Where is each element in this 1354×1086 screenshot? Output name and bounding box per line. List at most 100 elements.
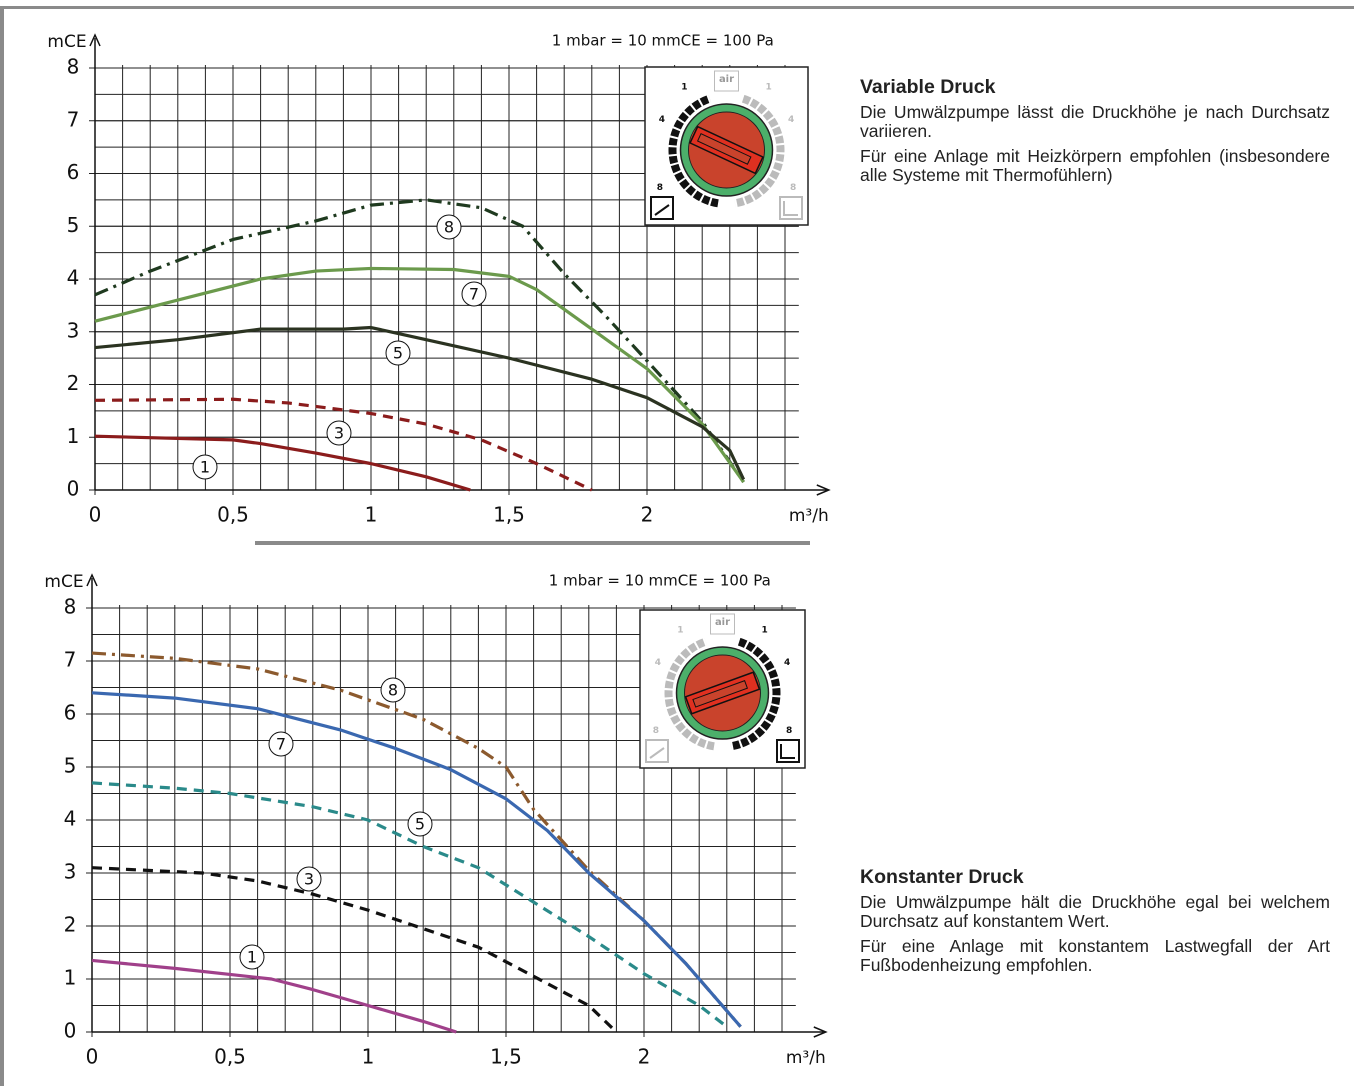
note: 1 mbar = 10 mmCE = 100 Pa	[549, 572, 771, 590]
section: Konstanter Druck Die Umwälzpumpe hält di…	[860, 866, 1330, 981]
y-axis-arrow	[89, 33, 101, 47]
dial-label: 4	[655, 658, 661, 668]
mode-icon	[650, 196, 674, 220]
curve	[91, 651, 742, 1028]
curve	[94, 198, 745, 483]
curve-label: 3	[304, 870, 314, 889]
x-tick-label: 2	[641, 503, 654, 527]
dial-label: 4	[659, 115, 665, 125]
dial-label: 4	[784, 658, 790, 668]
x-tick-label: 2	[638, 1045, 651, 1069]
curve-label: 8	[388, 681, 398, 700]
mode-icon-line	[654, 204, 670, 216]
y-axis-arrow	[86, 573, 98, 587]
y-tick-label: 0	[64, 1019, 77, 1043]
mode-icon	[776, 739, 800, 763]
curve-label-circle	[385, 340, 411, 366]
mode-icon	[645, 739, 669, 763]
curve	[91, 691, 742, 1028]
curve-label-circle	[268, 731, 294, 757]
dial-icon: air	[719, 74, 734, 85]
curve	[94, 325, 746, 481]
dial-label: 4	[788, 115, 794, 125]
y-tick-label: 8	[67, 55, 80, 79]
x-axis-label: m³/h	[786, 1048, 826, 1068]
x-axis-arrow	[816, 484, 831, 496]
dial-label: 1	[677, 625, 683, 635]
curve	[94, 266, 745, 484]
curve-label-circle	[296, 866, 322, 892]
x-tick-label: 0	[89, 503, 102, 527]
curve	[91, 958, 457, 1034]
curve-label: 1	[200, 458, 210, 477]
y-tick-label: 3	[64, 860, 77, 884]
section: Variable Druck Die Umwälzpumpe lässt die…	[860, 76, 1330, 191]
y-tick-label: 1	[67, 424, 80, 448]
curve-label: 7	[276, 735, 286, 754]
dial-scale	[668, 94, 719, 208]
x-axis-arrow	[813, 1026, 828, 1038]
curve-label-circle	[407, 811, 433, 837]
curve-label: 1	[247, 948, 257, 967]
dial: 1 4 8 1 4 8 air	[639, 609, 806, 769]
x-tick-label: 1,5	[493, 503, 525, 527]
curve-label: 5	[393, 344, 403, 363]
y-tick-label: 4	[67, 266, 80, 290]
y-tick-label: 6	[64, 701, 77, 725]
y-tick-label: 1	[64, 966, 77, 990]
dial-label: 8	[790, 183, 796, 193]
dial-label: 1	[681, 82, 687, 92]
curve-label-circle	[380, 677, 406, 703]
paragraph: Für eine Anlage mit konstantem Lastwegfa…	[860, 936, 1330, 975]
dial-label: 8	[786, 726, 792, 736]
section-heading: Konstanter Druck	[860, 866, 1024, 888]
dial-label: 8	[657, 183, 663, 193]
dial-slot	[692, 680, 749, 708]
dial: 1 4 8 1 4 8 air	[644, 66, 809, 226]
y-tick-label: 0	[67, 477, 80, 501]
curve-label-circle	[436, 214, 462, 240]
x-tick-label: 0,5	[214, 1045, 246, 1069]
y-axis-label: mCE	[47, 32, 86, 52]
y-tick-label: 2	[67, 371, 80, 395]
x-tick-label: 0	[86, 1045, 99, 1069]
mode-icon-line	[783, 201, 798, 216]
section-heading: Variable Druck	[860, 76, 996, 98]
curve-label: 8	[444, 218, 454, 237]
curve	[91, 866, 618, 1034]
x-tick-label: 1	[365, 503, 378, 527]
y-tick-label: 7	[64, 648, 77, 672]
curve-label-circle	[461, 281, 487, 307]
mode-icon-line	[649, 747, 665, 759]
top-rule	[0, 6, 1354, 9]
dial-label: 1	[762, 625, 768, 635]
dial-scale	[664, 637, 715, 751]
left-rule	[0, 6, 4, 1086]
mode-icon	[779, 196, 803, 220]
y-tick-label: 6	[67, 160, 80, 184]
note: 1 mbar = 10 mmCE = 100 Pa	[552, 32, 774, 50]
x-tick-label: 0,5	[217, 503, 249, 527]
paragraph: Für eine Anlage mit Heizkörpern empfohle…	[860, 146, 1330, 185]
curve	[94, 434, 471, 492]
paragraph: Die Umwälzpumpe hält die Druckhöhe egal …	[860, 892, 1330, 931]
x-tick-label: 1	[362, 1045, 375, 1069]
dial-icon-box	[714, 70, 739, 92]
curve-label: 5	[415, 815, 425, 834]
dial-icon-box	[710, 613, 735, 635]
x-tick-label: 1,5	[490, 1045, 522, 1069]
y-tick-label: 2	[64, 913, 77, 937]
x-axis-label: m³/h	[789, 506, 829, 526]
separator	[255, 541, 810, 545]
y-tick-label: 4	[64, 807, 77, 831]
curve-label-circle	[326, 420, 352, 446]
paragraph: Die Umwälzpumpe lässt die Druckhöhe je n…	[860, 102, 1330, 141]
dial-label: 1	[766, 82, 772, 92]
dial-slot	[696, 133, 752, 165]
dial-label: 8	[653, 726, 659, 736]
curve-label-circle	[239, 944, 265, 970]
y-tick-label: 5	[64, 754, 77, 778]
dial-scale	[734, 94, 785, 208]
